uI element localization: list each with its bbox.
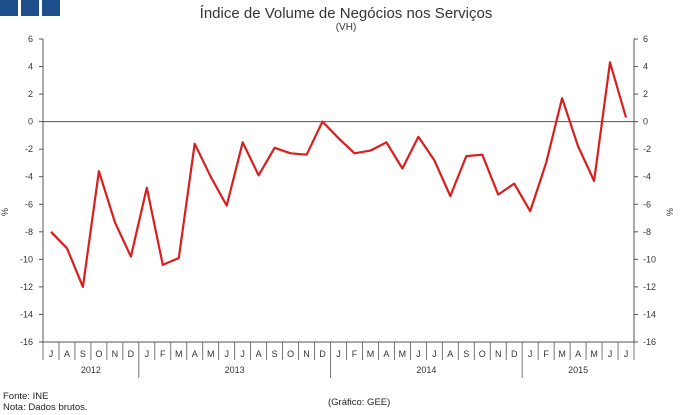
x-tick-label: J <box>145 349 150 359</box>
y-tick-label-right: -6 <box>643 199 651 209</box>
x-tick-label: J <box>336 349 341 359</box>
footer-source: Fonte: INE <box>3 391 49 402</box>
y-tick-label-left: -8 <box>25 227 33 237</box>
y-tick-label-left: -4 <box>25 172 33 182</box>
x-tick-label: A <box>256 349 262 359</box>
brand-logo <box>0 0 60 16</box>
x-tick-label: S <box>80 349 86 359</box>
y-tick-label-right: -16 <box>643 337 656 347</box>
chart-subtitle: (VH) <box>336 22 357 33</box>
x-tick-label: S <box>272 349 278 359</box>
y-tick-label-right: 4 <box>643 62 648 72</box>
y-tick-label-left: 4 <box>28 62 33 72</box>
x-tick-label: F <box>160 349 166 359</box>
series-line-vh <box>50 61 628 288</box>
x-tick-label: J <box>528 349 533 359</box>
y-tick-label-left: -6 <box>25 199 33 209</box>
year-label: 2012 <box>81 365 101 375</box>
footer-note: Nota: Dados brutos. <box>3 402 88 413</box>
x-tick-label: N <box>303 349 310 359</box>
x-tick-label: F <box>352 349 358 359</box>
x-tick-label: O <box>287 349 294 359</box>
y-tick-label-right: -12 <box>643 282 656 292</box>
x-tick-label: J <box>49 349 54 359</box>
x-tick-label: A <box>447 349 453 359</box>
year-label: 2014 <box>416 365 436 375</box>
x-tick-label: A <box>64 349 70 359</box>
x-tick-label: M <box>207 349 215 359</box>
y-axis-label-right: % <box>665 208 675 216</box>
x-tick-label: D <box>128 349 135 359</box>
x-tick-label: N <box>495 349 502 359</box>
x-tick-label: D <box>319 349 326 359</box>
x-tick-label: O <box>479 349 486 359</box>
logo-block-2 <box>21 0 39 16</box>
x-tick-label: J <box>608 349 613 359</box>
x-tick-label: A <box>575 349 581 359</box>
x-tick-label: M <box>367 349 375 359</box>
logo-block-3 <box>42 0 60 16</box>
x-tick-label: A <box>192 349 198 359</box>
year-label: 2013 <box>225 365 245 375</box>
x-tick-label: J <box>624 349 629 359</box>
y-tick-label-left: 0 <box>28 117 33 127</box>
y-tick-label-right: -8 <box>643 227 651 237</box>
footer-credit: (Gráfico: GEE) <box>328 397 391 408</box>
y-tick-label-left: 6 <box>28 34 33 44</box>
y-tick-label-left: -12 <box>20 282 33 292</box>
x-tick-label: D <box>511 349 518 359</box>
y-tick-label-right: -2 <box>643 144 651 154</box>
y-tick-label-left: -2 <box>25 144 33 154</box>
logo-block-1 <box>0 0 18 16</box>
x-tick-label: M <box>558 349 566 359</box>
y-tick-label-right: -14 <box>643 309 656 319</box>
x-tick-label: F <box>543 349 549 359</box>
x-tick-label: A <box>383 349 389 359</box>
y-tick-label-right: -4 <box>643 172 651 182</box>
y-tick-label-left: 2 <box>28 89 33 99</box>
x-tick-label: M <box>399 349 407 359</box>
x-tick-label: S <box>463 349 469 359</box>
x-tick-label: M <box>175 349 183 359</box>
x-tick-label: N <box>112 349 119 359</box>
year-label: 2015 <box>568 365 588 375</box>
x-tick-label: M <box>590 349 598 359</box>
x-tick-label: J <box>416 349 421 359</box>
x-tick-label: J <box>432 349 437 359</box>
y-tick-label-left: -10 <box>20 254 33 264</box>
x-tick-label: J <box>240 349 245 359</box>
y-tick-label-right: -10 <box>643 254 656 264</box>
y-tick-label-right: 2 <box>643 89 648 99</box>
chart-title: Índice de Volume de Negócios nos Serviço… <box>200 5 493 22</box>
y-tick-label-left: -16 <box>20 337 33 347</box>
x-tick-label: J <box>224 349 229 359</box>
y-axis-label-left: % <box>0 208 10 216</box>
y-tick-label-right: 0 <box>643 117 648 127</box>
y-tick-label-right: 6 <box>643 34 648 44</box>
y-tick-label-left: -14 <box>20 309 33 319</box>
x-tick-label: O <box>95 349 102 359</box>
